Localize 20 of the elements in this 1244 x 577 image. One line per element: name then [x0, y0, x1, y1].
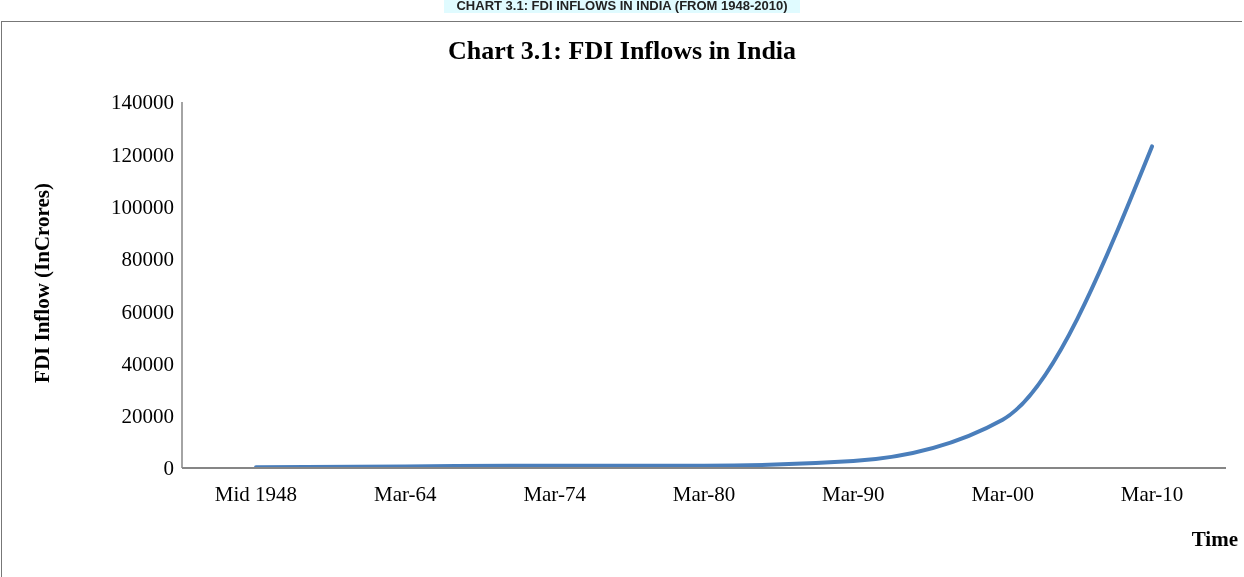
x-tick-label: Mar-74 [523, 481, 587, 506]
x-axis-title: Time [1191, 527, 1238, 552]
y-tick-label: 120000 [111, 142, 174, 167]
y-tick-label: 20000 [121, 404, 174, 429]
y-tick-label: 60000 [121, 299, 174, 324]
y-tick-label: 140000 [111, 90, 174, 115]
y-tick-label: 100000 [111, 195, 174, 220]
line-series [254, 144, 1154, 468]
x-tick-label: Mid 1948 [214, 481, 298, 506]
x-tick-label: Mar-64 [374, 481, 438, 506]
y-tick-label: 0 [163, 456, 174, 481]
caption: CHART 3.1: FDI INFLOWS IN INDIA (FROM 1948-2010) [444, 0, 800, 13]
x-tick-label: Mar-10 [1120, 481, 1184, 506]
x-tick-label: Mar-80 [672, 481, 736, 506]
chart-title: Chart 3.1: FDI Inflows in India [446, 36, 798, 66]
y-axis-title: FDI Inflow (InCrores) [29, 183, 55, 383]
y-tick-label: 40000 [121, 351, 174, 376]
y-tick-label: 80000 [121, 247, 174, 272]
x-tick-label: Mar-90 [822, 481, 885, 506]
x-tick-label: Mar-00 [971, 481, 1034, 506]
